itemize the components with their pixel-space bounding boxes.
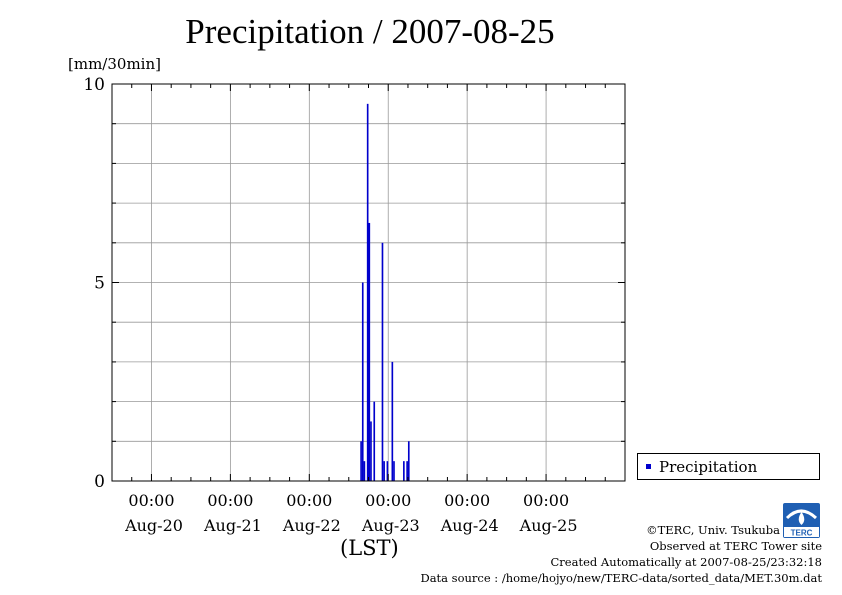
x-tick-date-label: Aug-23 [361,516,420,535]
precipitation-bar [403,461,405,481]
y-tick-label: 0 [94,472,105,492]
precipitation-bar [361,282,364,481]
y-axis-unit-label: [mm/30min] [68,55,161,73]
precipitation-bar [363,461,366,481]
chart-title: Precipitation / 2007-08-25 [185,12,555,51]
precipitation-bar [383,461,385,481]
precipitation-bar [386,461,389,481]
precipitation-bar [360,441,362,481]
y-tick-label: 5 [94,274,105,294]
precipitation-bar [370,421,372,481]
x-tick-date-label: Aug-21 [203,516,262,535]
logo-text: TERC [791,529,813,538]
legend-label: Precipitation [659,457,758,476]
data-source-text: Data source : /home/hojyo/new/TERC-data/… [420,571,822,585]
precipitation-bar [366,103,369,481]
x-tick-time-label: 00:00 [286,491,332,510]
x-tick-time-label: 00:00 [128,491,174,510]
precipitation-bar [368,222,371,481]
x-tick-time-label: 00:00 [523,491,569,510]
precipitation-bar [381,242,384,481]
created-text: Created Automatically at 2007-08-25/23:3… [550,555,823,569]
axis-tick-labels: 0 5 10 00:00 Aug-20 00:00 Aug-21 00:00 Aug-22 00:… [83,75,577,535]
legend-swatch [646,464,651,469]
legend: Precipitation [637,453,820,480]
copyright-text: ©TERC, Univ. Tsukuba [646,523,780,537]
terc-logo-icon: TERC [783,503,820,538]
x-tick-date-label: Aug-24 [440,516,499,535]
x-tick-date-label: Aug-20 [124,516,183,535]
bar-series [360,103,410,481]
x-axis-label: (LST) [340,536,399,560]
precipitation-bar [406,461,408,481]
axis-ticks [111,83,626,482]
precipitation-bar [407,441,410,481]
x-tick-date-label: Aug-22 [282,516,341,535]
x-tick-time-label: 00:00 [207,491,253,510]
y-tick-label: 10 [83,75,105,95]
x-tick-time-label: 00:00 [444,491,490,510]
precipitation-bar [391,361,394,481]
x-tick-time-label: 00:00 [365,491,411,510]
x-tick-date-label: Aug-25 [519,516,578,535]
precipitation-bar [393,461,395,481]
observed-at-text: Observed at TERC Tower site [649,539,822,553]
precipitation-bar [373,401,376,481]
credits-block: ©TERC, Univ. Tsukuba Observed at TERC To… [420,522,822,586]
